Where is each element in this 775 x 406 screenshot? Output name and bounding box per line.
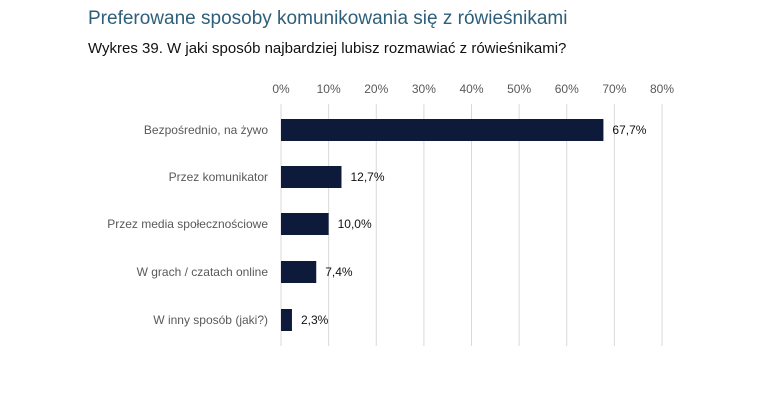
x-tick-label: 40% — [459, 82, 483, 96]
bar — [281, 309, 292, 331]
x-tick-label: 80% — [650, 82, 674, 96]
x-tick-label: 20% — [364, 82, 388, 96]
category-label: Przez media społecznościowe — [107, 217, 268, 231]
x-tick-label: 60% — [555, 82, 579, 96]
section-title: Preferowane sposoby komunikowania się z … — [88, 8, 568, 29]
x-tick-label: 10% — [317, 82, 341, 96]
bar — [281, 261, 317, 283]
chart-title: Wykres 39. W jaki sposób najbardziej lub… — [88, 40, 567, 57]
data-label: 67,7% — [612, 123, 646, 137]
bar — [281, 213, 329, 235]
category-label: Przez komunikator — [169, 170, 268, 184]
category-label: W grach / czatach online — [137, 265, 269, 279]
x-tick-label: 0% — [272, 82, 290, 96]
data-label: 12,7% — [350, 170, 384, 184]
data-label: 10,0% — [338, 217, 372, 231]
data-label: 7,4% — [325, 265, 353, 279]
x-tick-label: 30% — [412, 82, 436, 96]
data-label: 2,3% — [301, 313, 329, 327]
category-label: Bezpośrednio, na żywo — [144, 123, 268, 137]
bar — [281, 119, 604, 141]
x-tick-label: 50% — [507, 82, 531, 96]
category-label: W inny sposób (jaki?) — [153, 313, 268, 327]
bar — [281, 166, 342, 188]
x-tick-label: 70% — [602, 82, 626, 96]
